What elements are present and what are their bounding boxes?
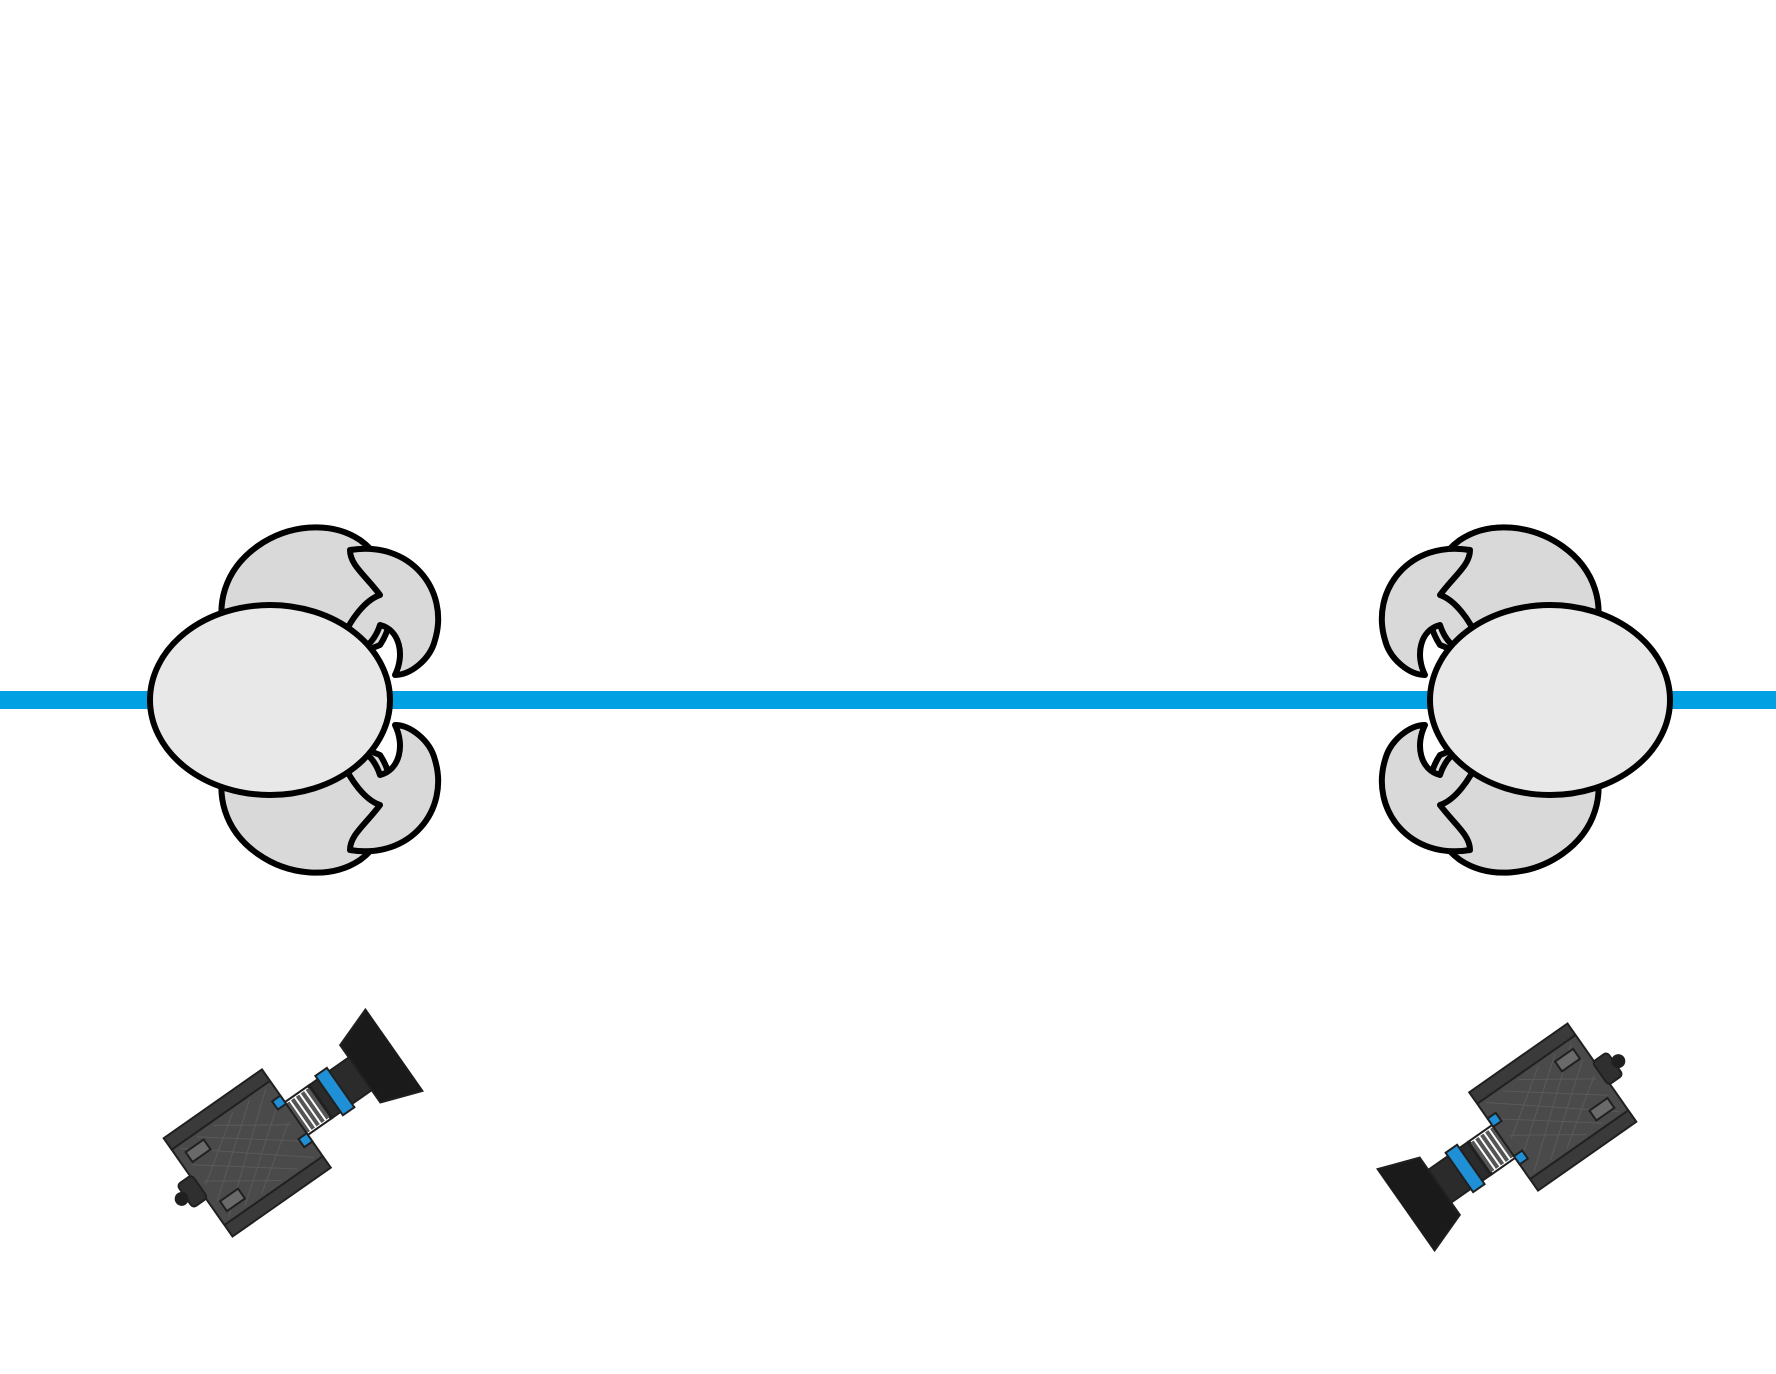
camera-2 <box>1354 976 1687 1284</box>
person-2 <box>1330 480 1770 920</box>
camera-1 <box>114 976 447 1284</box>
diagram-stage <box>0 0 1776 1374</box>
person-1 <box>50 480 490 920</box>
